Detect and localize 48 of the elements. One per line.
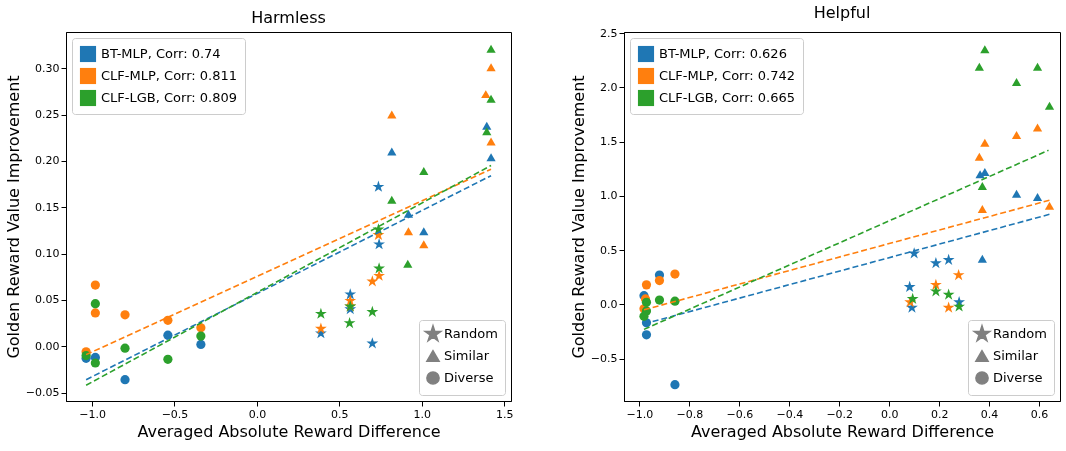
y-tick-label: −0.5 [590, 352, 618, 366]
x-axis-title: Averaged Absolute Reward Difference [690, 421, 995, 441]
y-tick-label: 2.0 [600, 80, 618, 94]
legend-label: BT-MLP, Corr: 0.626 [659, 46, 787, 61]
y-tick-label: 0.05 [35, 293, 60, 307]
y-tick-label: −0.05 [25, 386, 60, 400]
x-axis-title: Averaged Absolute Reward Difference [137, 421, 441, 441]
y-tick-label: 0.30 [35, 61, 60, 75]
annotation: Similar [993, 348, 1039, 363]
annotation: Diverse [444, 370, 494, 385]
x-tick-label: 0.6 [1030, 407, 1049, 421]
annotation: Random [444, 326, 498, 341]
x-tick-label: 0.0 [248, 407, 267, 421]
y-tick-label: 0.00 [35, 339, 60, 353]
y-tick-label: 1.5 [600, 135, 618, 149]
x-tick-label: 0.5 [331, 407, 349, 421]
y-axis-title: Golden Reward Value Improvement [3, 75, 23, 359]
legend-label: CLF-MLP, Corr: 0.811 [101, 68, 238, 83]
annotation: Similar [444, 348, 490, 363]
y-tick-label: 1.0 [600, 189, 618, 203]
y-tick-label: 0.20 [35, 154, 60, 168]
y-tick-label: 0.0 [600, 297, 618, 311]
chart-title: Helpful [813, 3, 871, 23]
x-tick-label: 1.0 [413, 407, 432, 421]
x-tick-label: −0.4 [776, 407, 804, 421]
x-tick-label: 1.5 [495, 407, 514, 421]
x-tick-label: −1.0 [79, 407, 106, 421]
x-tick-label: 0.4 [980, 407, 999, 421]
chart-title: Harmless [251, 8, 326, 27]
x-tick-label: −0.6 [726, 407, 754, 421]
x-tick-label: 0.2 [930, 407, 949, 421]
y-tick-label: 0.5 [600, 243, 618, 257]
y-tick-label: 0.15 [35, 200, 60, 214]
annotation: Random [993, 326, 1047, 341]
legend-label: CLF-LGB, Corr: 0.809 [101, 90, 237, 105]
legend-label: BT-MLP, Corr: 0.74 [101, 46, 221, 61]
x-tick-label: 0.0 [880, 407, 899, 421]
x-tick-label: −1.0 [626, 407, 654, 421]
x-tick-label: −0.8 [676, 407, 704, 421]
y-tick-label: 0.10 [35, 247, 60, 261]
legend-label: CLF-MLP, Corr: 0.742 [659, 68, 796, 83]
y-tick-label: 0.25 [35, 108, 60, 122]
annotation: Diverse [993, 370, 1043, 385]
x-tick-label: −0.5 [161, 407, 189, 421]
y-axis-title: Golden Reward Value Improvement [568, 75, 588, 359]
legend-label: CLF-LGB, Corr: 0.665 [659, 90, 795, 105]
x-tick-label: −0.2 [826, 407, 854, 421]
y-tick-label: 2.5 [600, 26, 618, 40]
